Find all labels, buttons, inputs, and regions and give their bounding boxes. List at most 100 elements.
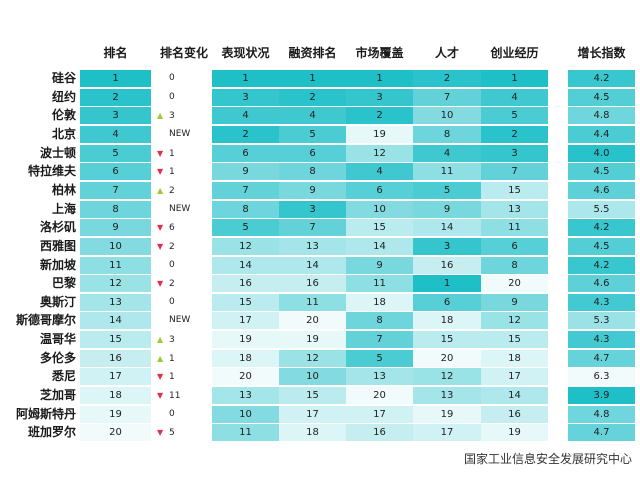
talent-cell: 20 [413, 349, 481, 367]
talent-cell: 11 [413, 163, 481, 181]
column-header: 排名变化 [159, 46, 208, 60]
fund-cell: 8 [279, 163, 346, 181]
rank-change: 0 [157, 294, 175, 311]
rank-change-value: 5 [169, 428, 175, 439]
column-header: 排名 [103, 46, 128, 60]
growth-cell: 5.3 [568, 312, 635, 330]
exp-cell: 12 [481, 312, 548, 330]
talent-cell: 3 [413, 237, 481, 255]
perf-cell: 11 [212, 424, 279, 442]
exp-cell: 15 [481, 331, 548, 349]
arrow-down-icon: ▼ [157, 372, 164, 382]
perf-cell: 15 [212, 293, 279, 311]
market-cell: 20 [346, 387, 413, 405]
perf-cell: 5 [212, 219, 279, 237]
talent-cell: 19 [413, 405, 481, 423]
talent-cell: 6 [413, 293, 481, 311]
rank-cell: 10 [80, 237, 151, 255]
perf-cell: 10 [212, 405, 279, 423]
arrow-up-icon: ▲ [157, 111, 164, 121]
rank-change: ▼ 1 [157, 145, 175, 162]
rank-change: ▲ 3 [157, 107, 175, 124]
market-cell: 14 [346, 237, 413, 255]
talent-cell: 7 [413, 88, 481, 106]
rank-cell: 4 [80, 125, 151, 143]
city-label: 柏林 [51, 182, 76, 197]
growth-cell: 4.7 [568, 424, 635, 442]
market-cell: 1 [346, 70, 413, 87]
growth-cell: 6.3 [568, 368, 635, 386]
rank-cell: 3 [80, 107, 151, 125]
perf-cell: 3 [212, 88, 279, 106]
rank-cell: 6 [80, 163, 151, 181]
column-header: 市场覆盖 [355, 46, 404, 60]
rank-cell: 7 [80, 181, 151, 199]
exp-cell: 4 [481, 88, 548, 106]
rank-change: ▼ 5 [157, 424, 175, 441]
source-footer: 国家工业信息安全发展研究中心 [463, 452, 632, 466]
market-cell: 4 [346, 163, 413, 181]
fund-cell: 11 [279, 293, 346, 311]
rank-cell: 20 [80, 424, 151, 442]
growth-cell: 4.5 [568, 163, 635, 181]
city-label: 新加坡 [39, 257, 76, 272]
arrow-up-icon: ▲ [157, 185, 164, 195]
growth-cell: 4.3 [568, 331, 635, 349]
arrow-down-icon: ▼ [157, 148, 164, 158]
rank-change-value: 0 [169, 259, 175, 270]
city-label: 阿姆斯特丹 [15, 406, 76, 421]
market-cell: 17 [346, 405, 413, 423]
arrow-up-icon: ▲ [157, 335, 164, 345]
perf-cell: 14 [212, 256, 279, 274]
rank-cell: 11 [80, 256, 151, 274]
market-cell: 18 [346, 293, 413, 311]
column-header: 创业经历 [490, 46, 539, 60]
rank-cell: 9 [80, 219, 151, 237]
rank-change: 0 [157, 257, 175, 274]
rank-change-value: 1 [169, 148, 175, 159]
fund-cell: 15 [279, 387, 346, 405]
market-cell: 11 [346, 275, 413, 293]
rank-change-value: 3 [169, 111, 175, 122]
fund-cell: 12 [279, 349, 346, 367]
rank-cell: 16 [80, 349, 151, 367]
exp-cell: 19 [481, 424, 548, 442]
market-cell: 16 [346, 424, 413, 442]
fund-cell: 7 [279, 219, 346, 237]
rank-change: ▼ 1 [157, 163, 175, 180]
city-label: 纽约 [51, 89, 76, 104]
exp-cell: 6 [481, 237, 548, 255]
growth-cell: 4.2 [568, 70, 635, 87]
fund-cell: 3 [279, 200, 346, 218]
rank-change-value: NEW [169, 315, 191, 326]
city-label: 特拉维夫 [27, 164, 76, 179]
rank-cell: 15 [80, 331, 151, 349]
rank-cell: 8 [80, 200, 151, 218]
rank-change: NEW [157, 312, 190, 329]
rank-change: NEW [157, 126, 190, 143]
rank-change: NEW [157, 201, 190, 218]
talent-cell: 15 [413, 331, 481, 349]
perf-cell: 17 [212, 312, 279, 330]
growth-cell: 5.5 [568, 200, 635, 218]
exp-cell: 13 [481, 200, 548, 218]
city-label: 上海 [51, 201, 76, 216]
city-label: 奥斯汀 [39, 294, 76, 309]
talent-cell: 9 [413, 200, 481, 218]
talent-cell: 1 [413, 275, 481, 293]
market-cell: 9 [346, 256, 413, 274]
city-label: 波士顿 [39, 145, 76, 160]
city-label: 斯德哥摩尔 [15, 313, 76, 328]
city-label: 温哥华 [39, 332, 76, 347]
rank-cell: 19 [80, 405, 151, 423]
talent-cell: 12 [413, 368, 481, 386]
rank-change-value: 3 [169, 335, 175, 346]
city-label: 多伦多 [39, 350, 76, 365]
market-cell: 10 [346, 200, 413, 218]
fund-cell: 20 [279, 312, 346, 330]
market-cell: 15 [346, 219, 413, 237]
fund-cell: 18 [279, 424, 346, 442]
perf-cell: 7 [212, 181, 279, 199]
talent-cell: 8 [413, 125, 481, 143]
perf-cell: 4 [212, 107, 279, 125]
